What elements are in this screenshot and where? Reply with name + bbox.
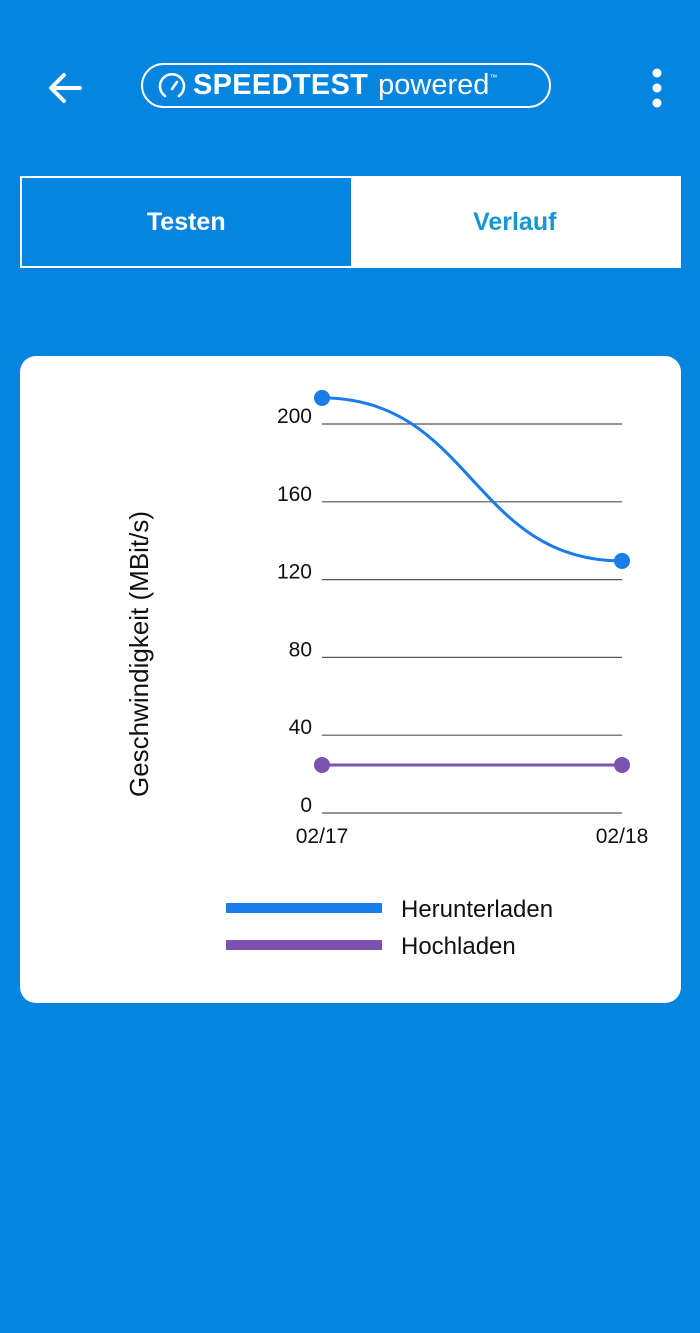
data-point — [614, 756, 630, 773]
speedtest-logo: SPEEDTEST powered ™ — [141, 63, 551, 108]
logo-suffix: powered — [378, 69, 490, 101]
y-axis-label: Geschwindigkeit (MBit/s) — [124, 511, 154, 797]
back-button[interactable] — [44, 66, 88, 110]
data-point — [314, 389, 330, 406]
x-tick-label: 02/18 — [596, 825, 649, 848]
more-vertical-icon — [652, 68, 662, 108]
y-tick-label: 160 — [277, 483, 312, 506]
tab-testen[interactable]: Testen — [22, 178, 351, 266]
series-line-herunterladen — [321, 396, 623, 563]
legend-swatch — [226, 940, 382, 950]
speedometer-icon — [158, 72, 186, 97]
legend-label: Herunterladen — [401, 896, 553, 923]
arrow-left-icon — [49, 73, 82, 103]
y-tick-label: 200 — [277, 405, 312, 428]
legend-label: Hochladen — [401, 933, 516, 960]
data-point — [314, 756, 330, 773]
history-chart-card: Geschwindigkeit (MBit/s) 0 40 80 120 160 200 0… — [20, 356, 681, 1003]
logo-tm: ™ — [489, 73, 498, 82]
y-tick-label: 80 — [289, 638, 312, 661]
data-point — [614, 552, 630, 569]
more-options-button[interactable] — [640, 66, 674, 110]
legend-swatch — [226, 903, 382, 913]
y-tick-label: 0 — [300, 794, 312, 817]
speed-chart: Geschwindigkeit (MBit/s) 0 40 80 120 160 200 0… — [124, 389, 649, 960]
y-tick-label: 40 — [289, 716, 312, 739]
tab-bar: Testen Verlauf — [20, 176, 681, 268]
y-tick-label: 120 — [277, 561, 312, 584]
x-tick-label: 02/17 — [296, 825, 349, 848]
tab-verlauf[interactable]: Verlauf — [350, 178, 679, 266]
logo-brand: SPEEDTEST — [193, 69, 369, 101]
